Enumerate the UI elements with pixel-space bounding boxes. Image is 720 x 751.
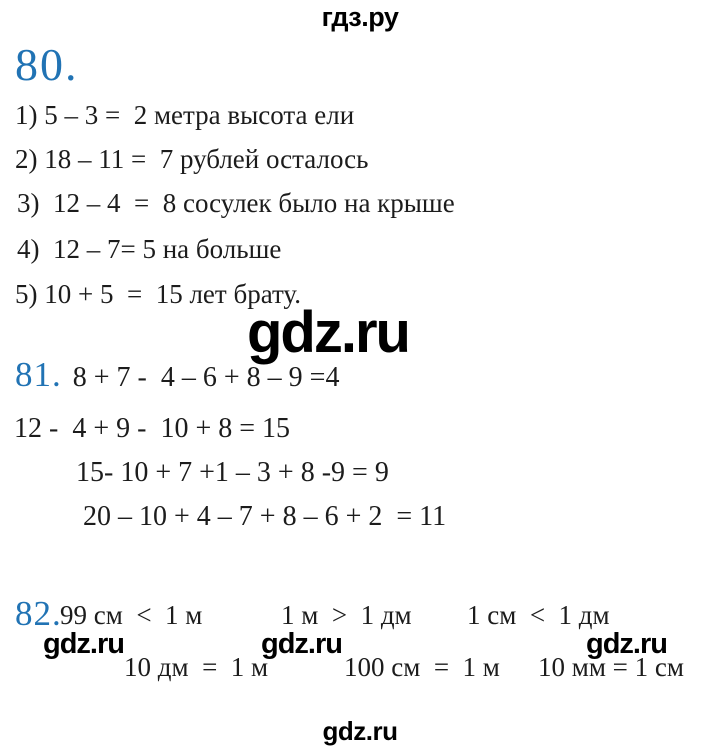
problem-82-equality-2: 100 см = 1 м [344, 652, 500, 682]
problem-82-comparison-1: 99 см < 1 м [60, 600, 203, 630]
problem-82-comparison-2: 1 м > 1 дм [281, 600, 412, 630]
problem-82-comparison-3: 1 см < 1 дм [467, 600, 610, 630]
problem-80-number: 80. [15, 39, 79, 90]
gdz-watermark-small-left: gdz.ru [43, 628, 125, 660]
gdz-watermark-large: gdz.ru [247, 300, 411, 365]
gdz-watermark-small-right: gdz.ru [586, 628, 668, 660]
problem-80-line-2: 2) 18 – 11 = 7 рублей осталось [15, 144, 369, 174]
problem-80-line-5: 5) 10 + 5 = 15 лет брату. [15, 279, 301, 309]
problem-82-equality-1: 10 дм = 1 м [124, 652, 269, 682]
problem-80-line-3: 3) 12 – 4 = 8 сосулек было на крыше [17, 188, 455, 218]
problem-81-expression-4: 20 – 10 + 4 – 7 + 8 – 6 + 2 = 11 [83, 501, 447, 532]
problem-81-expression-3: 15- 10 + 7 +1 – 3 + 8 -9 = 9 [76, 457, 389, 488]
gdz-watermark-bottom: gdz.ru [322, 716, 399, 746]
site-header-watermark: гдз.ру [321, 2, 399, 32]
gdz-watermark-small-center: gdz.ru [261, 628, 343, 660]
problem-80-line-4: 4) 12 – 7= 5 на больше [17, 234, 282, 264]
problem-81-expression-1: 8 + 7 - 4 – 6 + 8 – 9 =4 [72, 362, 340, 393]
problem-81-first-line: 81. 8 + 7 - 4 – 6 + 8 – 9 =4 [15, 357, 339, 392]
problem-81-expression-2: 12 - 4 + 9 - 10 + 8 = 15 [14, 413, 291, 444]
problem-80-line-1: 1) 5 – 3 = 2 метра высота ели [15, 100, 355, 130]
problem-82-number: 82. [15, 594, 62, 633]
problem-82-equality-3: 10 мм = 1 см [538, 652, 684, 682]
problem-81-number: 81. [15, 355, 62, 394]
